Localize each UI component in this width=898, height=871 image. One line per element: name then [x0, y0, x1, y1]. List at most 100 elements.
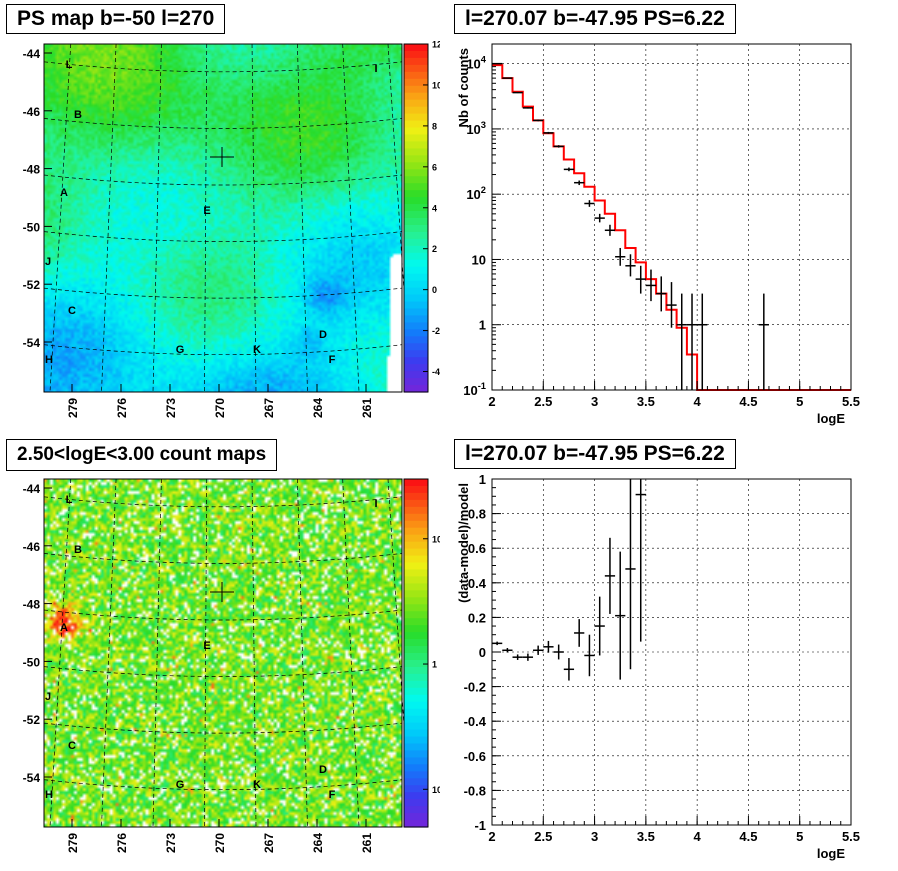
x-tick-label: 276 [115, 398, 129, 418]
colorbar-cell [404, 757, 428, 765]
data-point [502, 648, 513, 653]
data-point [522, 107, 534, 109]
colorbar-cell [404, 485, 428, 494]
y-tick-label: -0.6 [464, 749, 486, 764]
data-point [656, 276, 667, 312]
y-tick-label: -44 [23, 47, 41, 61]
colorbar-cell [404, 673, 428, 682]
data-point [563, 167, 575, 172]
lon-gridline [49, 478, 72, 828]
y-tick-label: 0.2 [468, 610, 486, 625]
colorbar-cell [404, 792, 428, 800]
colorbar-cell [404, 771, 428, 779]
x-tick-label: 5 [796, 829, 803, 844]
y-tick-label: -50 [23, 655, 41, 669]
colorbar-cell [404, 750, 428, 758]
colorbar-cell [404, 520, 428, 529]
colorbar-cell [404, 224, 428, 233]
colorbar-cell [404, 92, 428, 101]
lat-gridline [43, 231, 403, 242]
lat-gridline [43, 174, 403, 186]
colorbar-cell [404, 155, 428, 163]
data-point [758, 293, 769, 390]
source-label: A [60, 622, 68, 634]
source-label: J [45, 256, 51, 268]
y-tick-label: 102 [466, 185, 486, 202]
colorbar-cell [404, 183, 428, 191]
colorbar-cell [404, 611, 428, 619]
y-tick-label: -54 [23, 771, 41, 785]
colorbar-cell [404, 583, 428, 591]
colorbar-cell [404, 336, 428, 344]
colorbar-cell [404, 680, 428, 689]
y-tick-label: -46 [23, 540, 41, 554]
x-tick-label: 267 [262, 833, 276, 853]
lon-gridline [101, 43, 117, 393]
colorbar-cell [404, 659, 428, 668]
map-frame [43, 43, 403, 393]
colorbar-cell [404, 715, 428, 724]
colorbar-cell [404, 57, 428, 66]
x-tick-label: 276 [115, 833, 129, 853]
colorbar-cell [404, 364, 428, 372]
data-point [553, 145, 564, 148]
y-tick-label: -52 [23, 278, 41, 292]
source-label: H [45, 789, 53, 801]
colorbar-cell [404, 548, 428, 557]
y-axis-label: (data-model)/model [456, 483, 471, 603]
source-label: I [374, 63, 377, 75]
count-map-chart: -44 -46 -48 -50 -52 -54 279 276 273 270 267 264 261 L… [23, 478, 440, 853]
y-tick-label: -0.8 [464, 783, 486, 798]
data-point [645, 269, 657, 302]
lat-gridline [43, 287, 403, 299]
lon-gridline [342, 478, 360, 828]
colorbar-cell [404, 378, 428, 386]
colorbar-cell [404, 694, 428, 703]
map-image [44, 479, 402, 827]
colorbar-cell [404, 113, 428, 122]
lon-gridline [152, 43, 162, 393]
y-tick-label: -54 [23, 336, 41, 350]
source-label: K [253, 344, 261, 356]
lat-gridline [43, 61, 403, 73]
colorbar-cell [404, 513, 428, 522]
colorbar-cell [404, 820, 428, 828]
y-tick-label: -48 [23, 598, 41, 612]
colorbar-cell [404, 287, 428, 296]
colorbar-cell [404, 806, 428, 814]
colorbar-cell [404, 64, 428, 73]
colorbar-label: 6 [432, 162, 437, 172]
colorbar-label: 10-1 [432, 784, 440, 795]
source-label: B [74, 109, 82, 121]
colorbar-cell [404, 371, 428, 379]
colorbar-cell [404, 597, 428, 605]
source-label: G [176, 779, 185, 791]
data-point [604, 537, 616, 614]
colorbar-cell [404, 127, 428, 136]
source-label: C [68, 305, 76, 317]
colorbar-cell [404, 322, 428, 330]
y-tick-label: -44 [23, 482, 41, 496]
colorbar-cell [404, 252, 428, 261]
source-label: C [68, 740, 76, 752]
source-label: L [66, 59, 73, 71]
colorbar-frame [403, 478, 429, 828]
colorbar-cell [404, 385, 428, 393]
lon-gridline [251, 43, 257, 393]
colorbar-cell [404, 813, 428, 821]
y-tick-label: 1 [479, 472, 486, 487]
lon-gridline [251, 478, 257, 828]
data-point [676, 293, 687, 390]
data-point [574, 619, 585, 647]
x-tick-label: 267 [262, 398, 276, 418]
colorbar-cell [404, 646, 428, 654]
map2-title: 2.50<logE<3.00 count maps [6, 439, 278, 471]
x-tick-label: 264 [311, 398, 325, 418]
data-point [522, 653, 534, 661]
colorbar-cell [404, 85, 428, 94]
colorbar-cell [404, 479, 428, 487]
x-tick-label: 261 [360, 398, 374, 418]
data-point [615, 551, 626, 680]
colorbar-cell [404, 231, 428, 240]
